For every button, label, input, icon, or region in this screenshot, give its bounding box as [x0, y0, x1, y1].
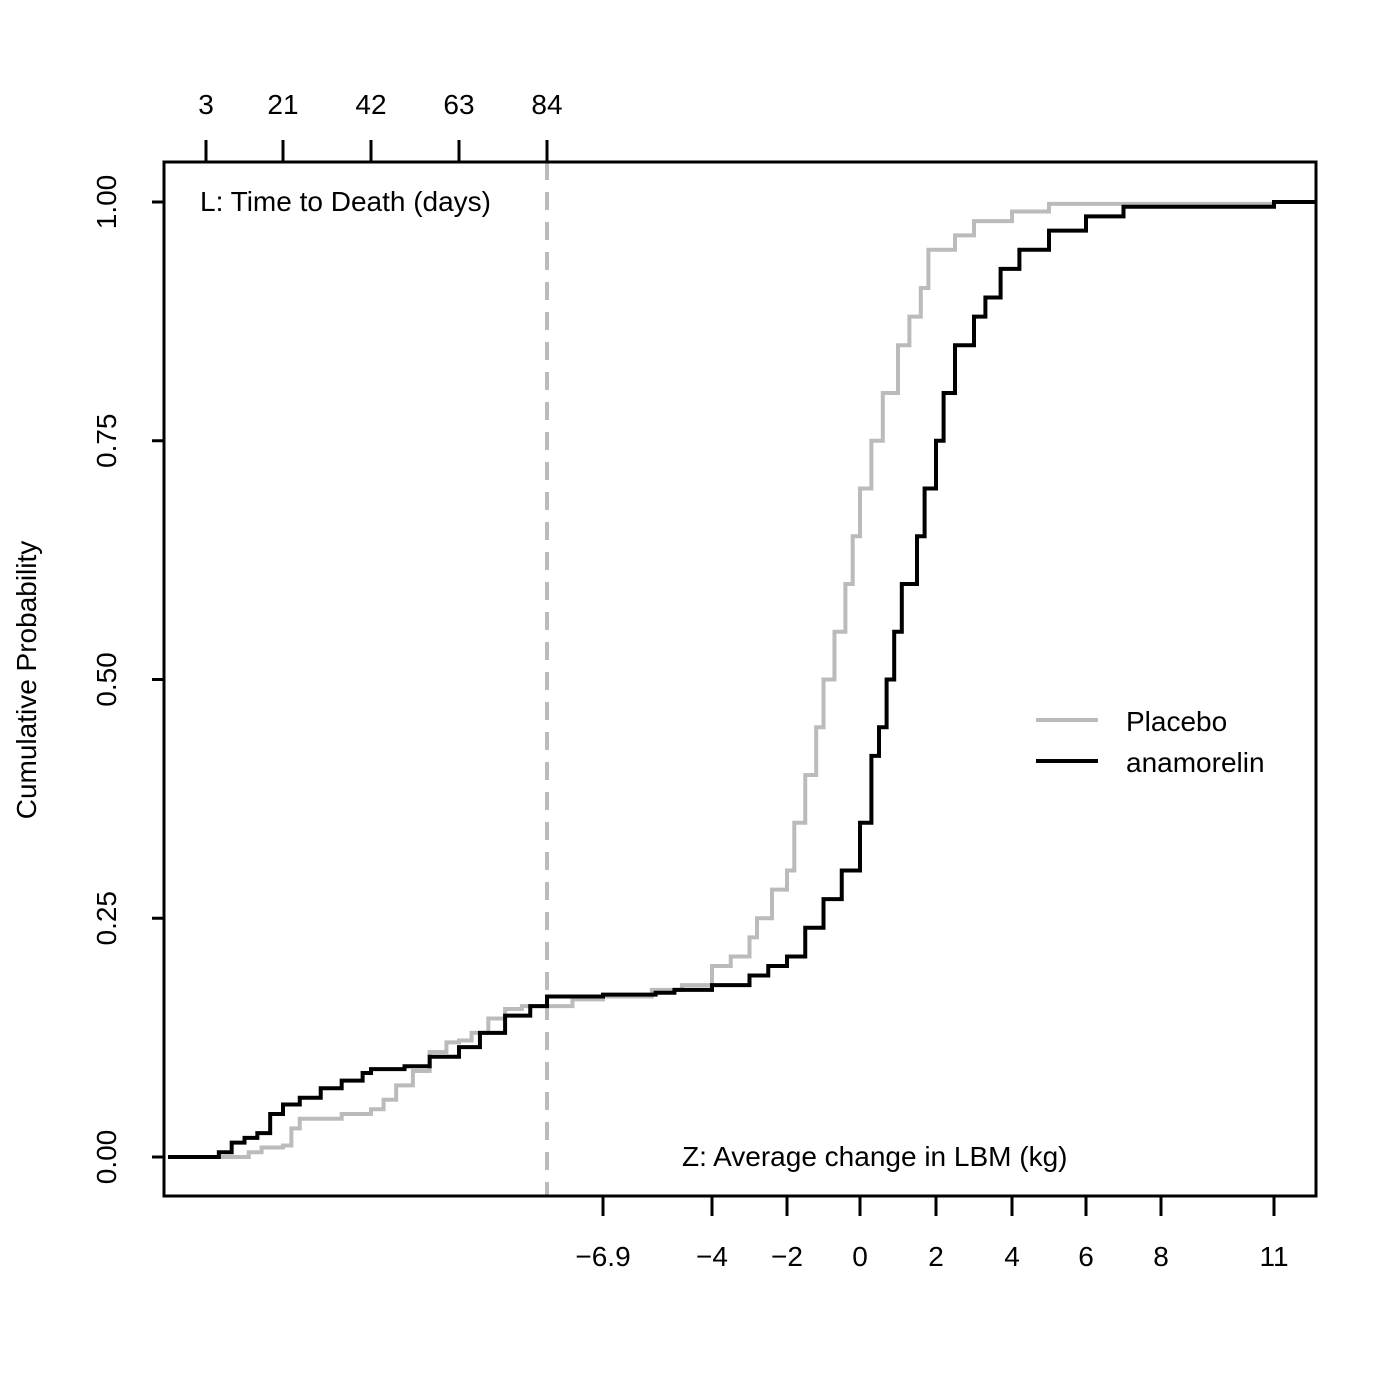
bottom-axis-label: Z: Average change in LBM (kg) [682, 1141, 1067, 1172]
bottom-tick-label: 8 [1153, 1241, 1169, 1272]
bottom-tick-label: −2 [771, 1241, 803, 1272]
bottom-tick-label: 4 [1004, 1241, 1020, 1272]
bottom-tick-label: 11 [1259, 1241, 1288, 1272]
legend-label-anamorelin: anamorelin [1126, 747, 1265, 778]
bottom-tick-label: −4 [696, 1241, 728, 1272]
y-axis-title: Cumulative Probability [11, 541, 42, 820]
bottom-tick-label: 6 [1078, 1241, 1094, 1272]
top-tick-label: 42 [355, 89, 386, 120]
y-tick-label: 1.00 [91, 175, 122, 230]
top-axis-label: L: Time to Death (days) [200, 186, 491, 217]
bottom-tick-label: 2 [928, 1241, 944, 1272]
legend-label-placebo: Placebo [1126, 706, 1227, 737]
y-tick-label: 0.50 [91, 652, 122, 707]
bottom-tick-label: −6.9 [575, 1241, 630, 1272]
y-tick-label: 0.00 [91, 1130, 122, 1185]
y-tick-label: 0.25 [91, 891, 122, 946]
top-tick-label: 84 [531, 89, 562, 120]
bottom-tick-label: 0 [852, 1241, 868, 1272]
series-placebo [168, 200, 1316, 1159]
legend: Placebo anamorelin [1036, 706, 1265, 778]
plot-area [168, 162, 1316, 1196]
y-tick-label: 0.75 [91, 414, 122, 469]
top-tick-label: 21 [267, 89, 298, 120]
top-tick-label: 63 [443, 89, 474, 120]
series-anamorelin [168, 200, 1316, 1159]
top-tick-label: 3 [198, 89, 214, 120]
